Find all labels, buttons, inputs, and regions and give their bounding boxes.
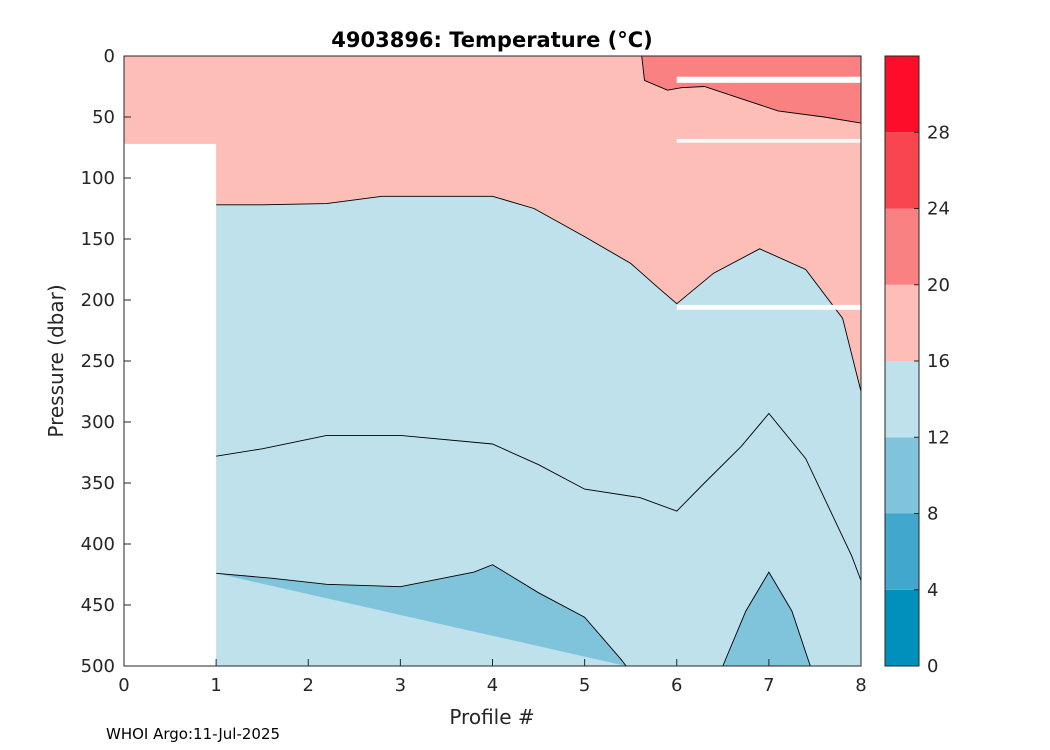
missing-region-0 [124, 143, 217, 667]
x-tick-label-8: 8 [855, 675, 866, 696]
y-tick-label-200: 200 [81, 290, 115, 311]
x-tick-label-7: 7 [763, 675, 774, 696]
y-tick-label-100: 100 [81, 168, 115, 189]
colorbar-swatch-20 [885, 208, 919, 285]
y-tick-label-500: 500 [81, 656, 115, 677]
y-tick-label-350: 350 [81, 473, 115, 494]
x-tick-label-1: 1 [210, 675, 221, 696]
colorbar-swatch-12 [885, 361, 919, 438]
chart-title: 4903896: Temperature (°C) [331, 28, 652, 52]
contour-line-16-1 [216, 195, 862, 392]
colorbar-swatch-4 [885, 513, 919, 590]
plot-area [123, 55, 862, 667]
y-tick-label-300: 300 [81, 412, 115, 433]
y-tick-label-250: 250 [81, 351, 115, 372]
colorbar-tick-label-28: 28 [927, 122, 950, 143]
colorbar-tick-label-24: 24 [927, 199, 950, 220]
x-tick-label-2: 2 [303, 675, 314, 696]
missing-region-2 [676, 138, 861, 143]
y-tick-label-0: 0 [104, 46, 115, 67]
contour-line-12-2 [216, 412, 862, 581]
colorbar-tick-label-20: 20 [927, 275, 950, 296]
missing-region-3 [676, 304, 861, 310]
y-tick-label-50: 50 [92, 107, 115, 128]
y-axis-label: Pressure (dbar) [44, 284, 68, 437]
colorbar-swatch-8 [885, 437, 919, 514]
colorbar-swatch-16 [885, 284, 919, 361]
footer-credit: WHOI Argo:11-Jul-2025 [106, 725, 281, 743]
colorbar-swatch-24 [885, 132, 919, 209]
y-axis: 0 50 100 150 200 250 300 350 400 450 500 [81, 46, 131, 677]
x-tick-label-6: 6 [671, 675, 682, 696]
missing-data-regions [124, 76, 861, 667]
colorbar-tick-label-0: 0 [927, 656, 938, 677]
fill-8-12-0 [216, 564, 627, 666]
colorbar-tick-label-4: 4 [927, 580, 938, 601]
missing-region-1 [676, 76, 861, 83]
y-tick-label-150: 150 [81, 229, 115, 250]
fill-12-16 [216, 196, 862, 667]
colorbar-tick-label-12: 12 [927, 427, 950, 448]
y-tick-label-400: 400 [81, 534, 115, 555]
x-tick-label-0: 0 [118, 675, 129, 696]
x-tick-label-4: 4 [487, 675, 498, 696]
colorbar-swatch-0 [885, 589, 919, 666]
fill-20-24 [641, 56, 861, 124]
x-tick-label-3: 3 [395, 675, 406, 696]
x-axis: 0 1 2 3 4 5 6 7 8 [118, 659, 867, 696]
contour-line-8-4 [722, 571, 811, 667]
contour-line-8-3 [216, 564, 627, 667]
contour-lines [216, 55, 862, 667]
colorbar-tick-label-16: 16 [927, 351, 950, 372]
x-axis-label: Profile # [449, 705, 534, 729]
contour-line-20-0 [641, 55, 862, 124]
colorbar-swatch-28 [885, 56, 919, 133]
colorbar-tick-label-8: 8 [927, 504, 938, 525]
fill-8-12-1 [722, 572, 811, 666]
y-tick-label-450: 450 [81, 595, 115, 616]
x-tick-label-5: 5 [579, 675, 590, 696]
colorbar: 0 4 8 12 16 20 24 28 [884, 55, 950, 677]
